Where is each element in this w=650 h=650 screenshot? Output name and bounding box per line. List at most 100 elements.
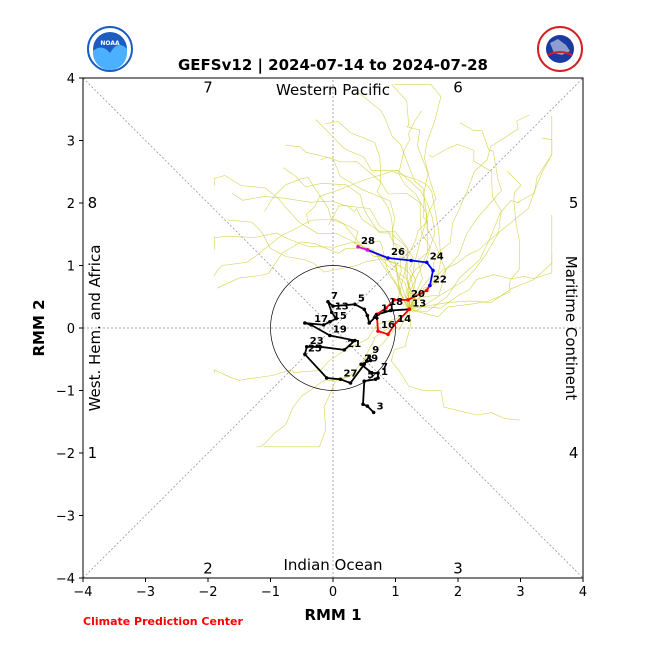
forecast-track-blue-point [386,256,390,260]
y-axis-label: RMM 2 [30,299,48,356]
forecast-track-red-day-label: 22 [433,275,447,286]
observed-track-point [353,338,357,343]
chart-title: GEFSv12 | 2024-07-14 to 2024-07-28 [178,56,488,75]
x-tick-label: −1 [261,585,280,600]
x-axis-label: RMM 1 [304,606,361,624]
region-label-top: Western Pacific [276,81,390,99]
forecast-track-red-day-label: 14 [397,314,411,325]
observed-track-point [321,323,326,327]
forecast-track-red-day-label: 18 [389,297,403,308]
nws-logo [537,26,583,72]
observed-track-point [359,362,363,367]
x-tick-label: 4 [579,585,587,600]
observed-track-point [324,376,329,380]
forecast-track-blue-day-label: 26 [391,247,405,258]
ensemble-track [263,309,410,448]
observed-track-day-label: 7 [381,362,388,373]
phase-number: 8 [88,194,98,212]
observed-track-day-label: 3 [377,401,384,412]
forecast-track-red-point [406,298,410,302]
unit-circle [270,265,396,391]
ensemble-track [214,218,410,310]
observed-track-point [388,308,393,313]
forecast-track-red-point [392,323,397,327]
forecast-track-blue-point [428,283,432,288]
phase-number: 5 [569,194,579,212]
observed-track-point [342,348,347,352]
observed-track-day-label: 13 [335,301,349,312]
observed-track-day-label: 15 [333,311,347,322]
ensemble-track [398,110,447,310]
reference-lines [82,77,584,579]
observed-track-day-label: 5 [367,370,374,381]
forecast-track-blue-point [431,268,435,273]
forecast-track-blue-point [409,258,413,263]
ensemble-track [328,204,417,310]
unit-circle-layer [270,265,396,391]
observed-track-point [365,313,370,318]
observed-track-point [371,410,376,415]
observed-track-point [318,344,323,349]
forecast-track-red-point [374,312,379,317]
region-label-left: West. Hem. and Africa [86,245,104,412]
phase-number: 7 [203,78,213,96]
observed-track-point [309,323,313,327]
ensemble-track [256,309,410,448]
x-tick-label: −3 [136,585,155,600]
forecast-track-red-day-label: 20 [411,289,425,300]
ensemble-track [285,145,410,310]
observed-track-point [304,344,309,349]
observed-track-point [326,299,330,304]
forecast-track-red-day-label: 16 [381,320,395,331]
observed-track-day-label: 23 [310,336,324,347]
forecast-track-blue-line [367,249,434,286]
x-tick-label: 1 [391,585,399,600]
ensemble-track [409,170,522,318]
ensemble-track [391,84,429,310]
observed-track-day-label: 11 [381,303,395,314]
phase-number: 3 [453,560,463,578]
y-tick-label: 1 [67,260,75,275]
observed-track-day-label: 19 [333,325,347,336]
forecast-track-blue-day-label: 24 [430,251,444,262]
observed-track-point [331,304,335,308]
ensemble-track [214,175,412,310]
x-tick-label: −4 [73,585,92,600]
x-tick-label: −2 [198,585,217,600]
observed-track-day-label: 29 [364,353,378,364]
region-label-right: Maritime Continent [562,256,580,401]
observed-track-point [362,362,367,367]
ensemble-track [214,232,410,310]
noaa-logo: NOAA [87,26,133,72]
ensemble-track [214,309,410,381]
x-tick-label: 0 [329,585,337,600]
observed-track-day-label: 7 [331,291,338,302]
diagonal-line [82,77,584,579]
observed-track-day-label: 27 [344,368,358,379]
ensemble-track [264,177,410,310]
observed-track-day-label: 17 [314,314,328,325]
region-label-bottom: Indian Ocean [283,556,382,574]
y-tick-label: 3 [67,135,75,150]
ensemble-track [409,143,502,313]
observed-track-day-label: 5 [358,293,365,304]
observed-track-day-label: 25 [308,343,322,354]
phase-number: 6 [453,78,463,96]
forecast-track-red-point [424,288,429,293]
observed-track-day-label: 1 [381,367,388,378]
observed-track-point [362,379,367,383]
y-tick-label: −4 [56,572,75,587]
phase-number: 4 [569,444,579,462]
y-tick-label: 2 [67,197,75,212]
observed-track-point [328,319,332,324]
ensemble-track [391,309,521,421]
y-tick-label: 0 [67,322,75,337]
forecast-track-magenta-day-label: 28 [361,236,375,247]
observed-track-point [303,321,307,325]
observed-track-point [329,310,334,315]
observed-track-point [367,354,372,358]
ensemble-track [409,252,553,310]
ensemble-track [358,92,427,310]
